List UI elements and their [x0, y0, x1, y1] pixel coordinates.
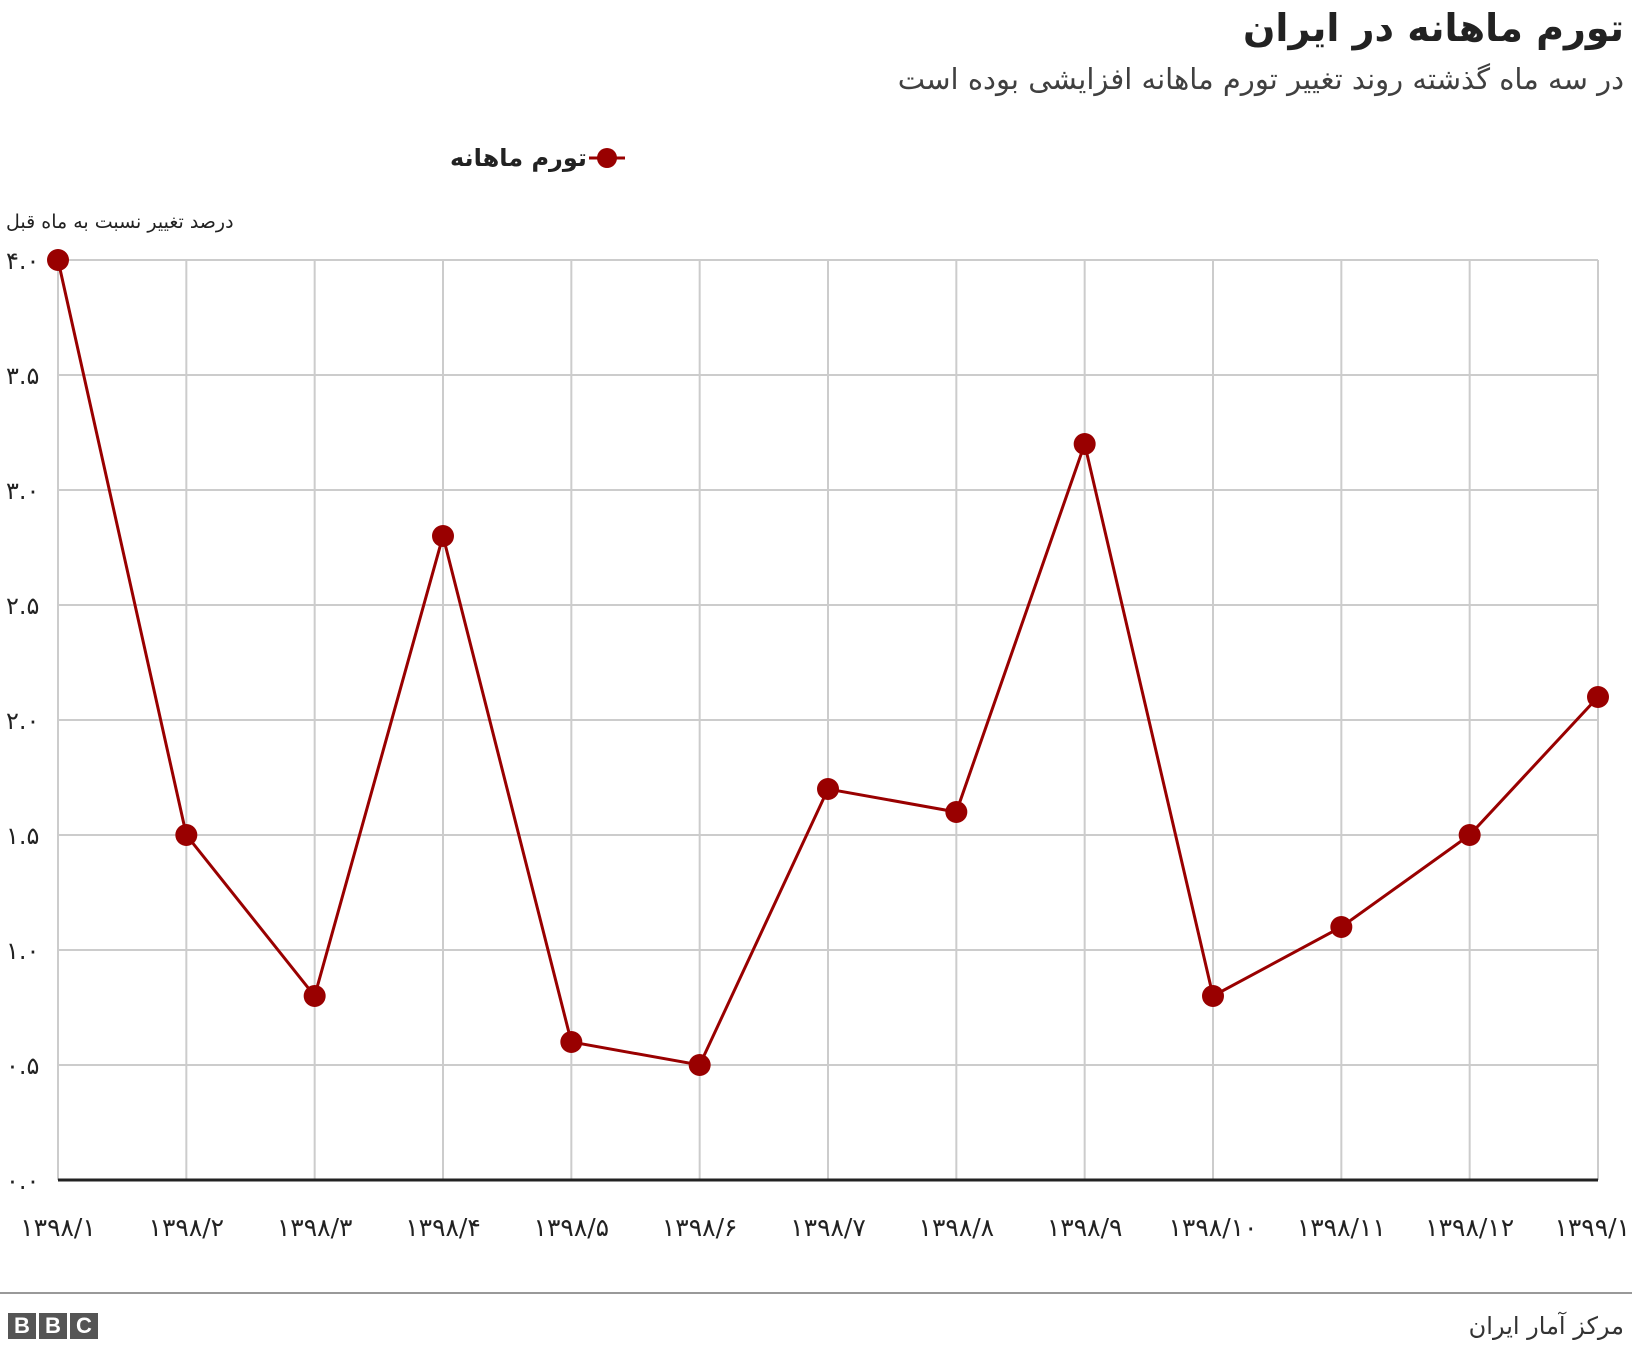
x-tick-label: ۱۳۹۸/۴ — [405, 1213, 481, 1242]
data-point — [688, 1054, 711, 1076]
line-chart: درصد تغییر نسبت به ماه قبل ۰.۰ ۰.۵ ۱.۰ ۱.۵ ۲… — [6, 211, 1630, 1242]
y-tick-label: ۲.۰ — [6, 707, 39, 735]
x-tick-label: ۱۳۹۸/۱۲ — [1425, 1213, 1514, 1242]
x-tick-label: ۱۳۹۸/۸ — [919, 1213, 995, 1242]
chart-title: تورم ماهانه در ایران — [1242, 6, 1624, 50]
data-point — [175, 824, 198, 846]
y-tick-label: ۰.۰ — [6, 1167, 39, 1195]
x-tick-label: ۱۳۹۸/۷ — [790, 1213, 866, 1242]
data-point — [1587, 686, 1609, 708]
x-tick-label: ۱۳۹۸/۱۱ — [1297, 1213, 1386, 1242]
data-point — [303, 985, 326, 1007]
y-tick-label: ۰.۵ — [6, 1052, 39, 1080]
legend-marker-icon — [588, 148, 625, 168]
footer-divider — [0, 1292, 1632, 1294]
y-axis-label: درصد تغییر نسبت به ماه قبل — [6, 211, 234, 233]
x-tick-label: ۱۳۹۸/۳ — [277, 1213, 353, 1242]
bbc-logo-letter: B — [39, 1313, 67, 1339]
data-point — [560, 1031, 583, 1053]
bbc-logo: B B C — [8, 1313, 98, 1339]
bbc-logo-letter: B — [8, 1313, 36, 1339]
y-tick-label: ۴.۰ — [6, 247, 39, 275]
data-point — [432, 525, 454, 547]
series-monthly-inflation — [47, 249, 1609, 1076]
data-point — [47, 249, 69, 271]
x-tick-label: ۱۳۹۸/۱ — [20, 1213, 96, 1242]
x-tick-label: ۱۳۹۸/۵ — [534, 1213, 610, 1242]
data-point — [945, 801, 968, 823]
y-tick-label: ۱.۰ — [6, 937, 39, 965]
y-tick-label: ۲.۵ — [6, 592, 39, 620]
y-axis-ticks: ۰.۰ ۰.۵ ۱.۰ ۱.۵ ۲.۰ ۲.۵ ۳.۰ ۳.۵ ۴.۰ — [6, 247, 39, 1195]
data-point — [1202, 985, 1224, 1007]
y-tick-label: ۳.۰ — [6, 477, 39, 505]
y-tick-label: ۱.۵ — [6, 822, 39, 850]
legend: تورم ماهانه — [440, 140, 627, 176]
x-tick-label: ۱۳۹۸/۲ — [149, 1213, 225, 1242]
grid-lines — [57, 259, 1599, 1180]
data-point — [817, 778, 839, 800]
x-axis-ticks: ۱۳۹۸/۱ ۱۳۹۸/۲ ۱۳۹۸/۳ ۱۳۹۸/۴ ۱۳۹۸/۵ ۱۳۹۸/۶ ۱۳۹۸… — [20, 1213, 1630, 1242]
x-tick-label: ۱۳۹۹/۱ — [1554, 1213, 1630, 1242]
chart-subtitle: در سه ماه گذشته روند تغییر تورم ماهانه ا… — [897, 62, 1624, 96]
legend-label: تورم ماهانه — [450, 144, 587, 172]
y-tick-label: ۳.۵ — [6, 362, 39, 390]
data-point — [1330, 916, 1353, 938]
bbc-logo-letter: C — [70, 1313, 98, 1339]
data-point — [1073, 433, 1096, 455]
source-text: مرکز آمار ایران — [1468, 1312, 1624, 1340]
data-point — [1458, 824, 1481, 846]
x-tick-label: ۱۳۹۸/۶ — [662, 1213, 738, 1242]
x-tick-label: ۱۳۹۸/۹ — [1047, 1213, 1123, 1242]
x-tick-label: ۱۳۹۸/۱۰ — [1169, 1213, 1258, 1242]
